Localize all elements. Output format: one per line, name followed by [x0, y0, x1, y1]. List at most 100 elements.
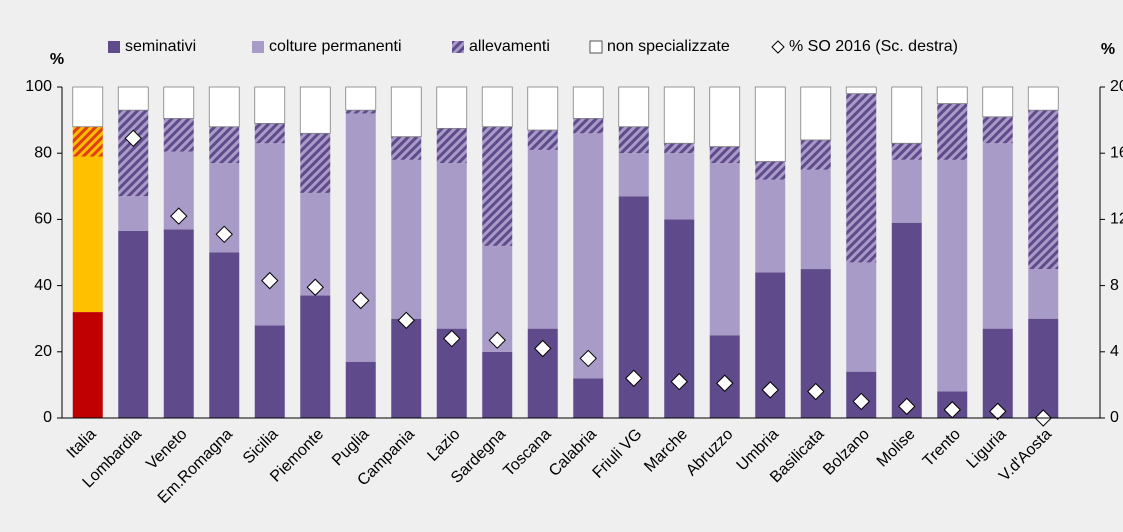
bar-segment	[481, 86, 513, 128]
bar-segment	[391, 136, 422, 160]
bar-segment	[573, 133, 604, 379]
bar-segment	[254, 143, 285, 326]
bar-segment	[709, 146, 740, 164]
bar-segment	[209, 252, 240, 418]
y-tick-label: 0	[43, 409, 52, 426]
bar-segment	[254, 86, 286, 124]
bar-segment	[436, 163, 467, 329]
y-tick-label: 80	[34, 144, 52, 161]
bar-segment	[573, 378, 604, 418]
bar-segment	[572, 86, 604, 119]
y2-tick-label: 8	[1110, 277, 1119, 294]
bar-segment	[163, 86, 195, 119]
bar-segment	[846, 262, 877, 372]
legend-label: colture permanenti	[269, 38, 402, 55]
bar-segment	[72, 312, 103, 418]
legend-marker	[771, 40, 785, 54]
bar-segment	[345, 110, 376, 114]
bar-segment	[709, 163, 740, 336]
bar-segment	[618, 126, 649, 154]
marker	[215, 225, 233, 244]
bar-segment	[618, 153, 649, 197]
marker	[534, 339, 552, 358]
y-tick-label: 100	[25, 78, 52, 95]
legend-swatch	[452, 41, 464, 53]
legend-label: seminativi	[125, 38, 196, 55]
bar-segment	[845, 86, 877, 95]
y2-axis-label: %	[1101, 41, 1115, 58]
bar-segment	[72, 86, 104, 128]
y2-tick-label: 12	[1110, 211, 1123, 228]
y-tick-label: 40	[34, 277, 52, 294]
bar-segment	[391, 318, 422, 418]
bar-segment	[254, 123, 285, 144]
marker	[488, 331, 506, 349]
legend-label: allevamenti	[469, 38, 550, 55]
legend-swatch	[252, 41, 264, 53]
marker	[761, 381, 779, 399]
bar-segment	[482, 351, 513, 418]
bar-segment	[618, 86, 650, 128]
marker	[306, 278, 324, 296]
bar-segment	[390, 86, 422, 138]
bar-segment	[163, 229, 194, 418]
marker	[443, 329, 461, 348]
marker	[989, 402, 1007, 421]
marker	[716, 374, 734, 392]
bar-segment	[527, 130, 558, 150]
bar-segment	[345, 86, 377, 111]
marker	[807, 382, 825, 401]
bar-segment	[209, 126, 240, 164]
bar-segment	[982, 86, 1014, 118]
bar-segment	[664, 143, 695, 154]
bar-segment	[345, 361, 376, 418]
marker	[852, 392, 870, 411]
bar-segment	[1028, 110, 1059, 270]
legend-label: % SO 2016 (Sc. destra)	[789, 38, 958, 55]
bar-segment	[254, 325, 285, 418]
bar-segment	[891, 222, 922, 418]
marker	[670, 372, 688, 391]
marker	[352, 291, 370, 310]
marker	[898, 397, 916, 416]
bar-segment	[436, 86, 468, 129]
bar-segment	[391, 159, 422, 319]
bar-segment	[937, 159, 968, 392]
marker	[397, 311, 415, 330]
bar-segment	[118, 110, 149, 197]
bar-segment	[663, 86, 695, 144]
bar-segment	[482, 126, 513, 246]
bar-segment	[891, 159, 922, 223]
y-axis-label: %	[50, 51, 64, 68]
bar-segment	[72, 156, 103, 313]
marker	[124, 129, 142, 148]
bar-segment	[117, 86, 149, 111]
marker	[579, 349, 597, 368]
legend-swatch	[108, 41, 120, 53]
bar-segment	[846, 93, 877, 263]
bar-segment	[118, 230, 149, 418]
bar-segment	[982, 143, 1013, 329]
bar-segment	[709, 86, 741, 147]
y2-tick-label: 4	[1110, 343, 1119, 360]
bar-segment	[754, 86, 786, 162]
y-tick-label: 60	[34, 211, 52, 228]
bar-segment	[345, 113, 376, 362]
bar-segment	[300, 133, 331, 193]
y2-tick-label: 16	[1110, 144, 1123, 161]
marker	[170, 207, 188, 225]
legend-swatch	[589, 40, 603, 54]
bar-segment	[1028, 318, 1059, 418]
bar-segment	[527, 86, 559, 131]
bar-segment	[891, 143, 922, 160]
bar-segment	[755, 179, 786, 273]
bar-segment	[573, 118, 604, 134]
y-tick-label: 20	[34, 343, 52, 360]
bar-segment	[299, 86, 331, 134]
bar-segment	[755, 161, 786, 180]
bar-segment	[664, 153, 695, 220]
bar-segment	[936, 86, 968, 104]
bar-segment	[937, 103, 968, 160]
